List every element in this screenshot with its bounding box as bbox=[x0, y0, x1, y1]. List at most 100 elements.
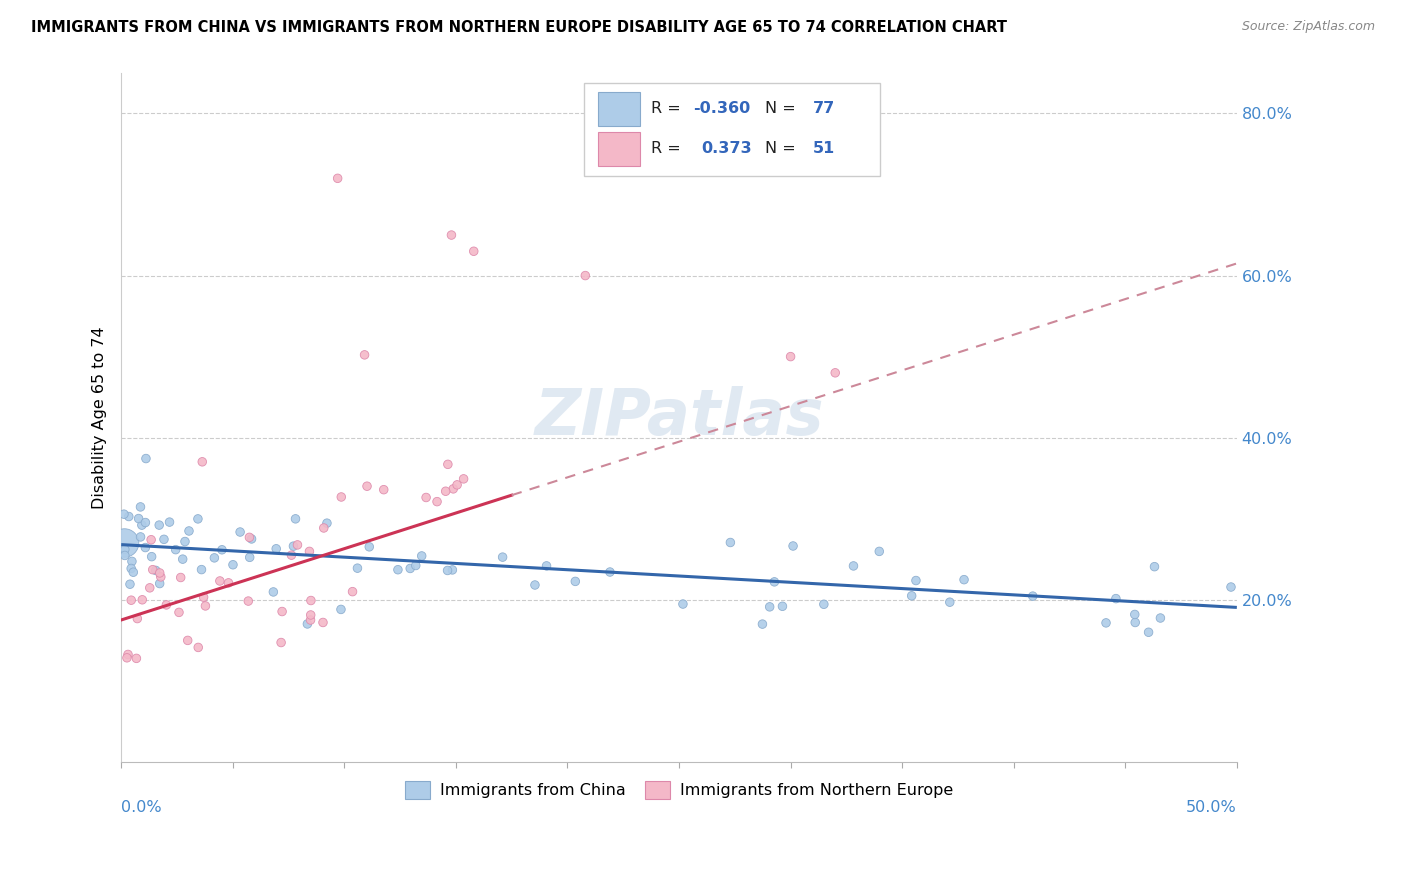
Text: N =: N = bbox=[765, 102, 801, 116]
Point bbox=[868, 544, 890, 558]
Point bbox=[177, 524, 200, 538]
Text: 0.0%: 0.0% bbox=[121, 799, 162, 814]
Point bbox=[202, 550, 225, 565]
Point bbox=[127, 611, 149, 625]
Point bbox=[772, 599, 794, 614]
Point bbox=[134, 541, 156, 555]
Point bbox=[564, 574, 586, 589]
Point bbox=[900, 589, 922, 603]
Point bbox=[523, 578, 546, 592]
FancyBboxPatch shape bbox=[585, 83, 880, 177]
Text: R =: R = bbox=[651, 141, 686, 156]
Point bbox=[574, 268, 596, 283]
Point bbox=[1149, 611, 1171, 625]
Text: R =: R = bbox=[651, 102, 686, 116]
Point bbox=[326, 171, 349, 186]
Point bbox=[316, 516, 339, 531]
Point bbox=[114, 542, 136, 557]
Point bbox=[299, 613, 322, 627]
Point bbox=[1123, 615, 1146, 630]
Point bbox=[1095, 615, 1118, 630]
Point bbox=[264, 541, 287, 556]
Point bbox=[1137, 625, 1160, 640]
Point bbox=[346, 561, 368, 575]
Point bbox=[1220, 580, 1243, 594]
Point bbox=[330, 602, 353, 616]
Point bbox=[411, 549, 433, 563]
Point bbox=[239, 550, 262, 565]
Point bbox=[142, 563, 165, 577]
Point bbox=[446, 478, 468, 492]
Point bbox=[194, 599, 217, 613]
Point bbox=[262, 585, 284, 599]
Point bbox=[135, 451, 157, 466]
Point bbox=[779, 350, 801, 364]
Point bbox=[139, 581, 162, 595]
Point bbox=[120, 561, 142, 575]
Point bbox=[824, 366, 846, 380]
Point bbox=[751, 617, 773, 632]
Point bbox=[939, 595, 962, 609]
Point bbox=[491, 550, 513, 565]
Point bbox=[149, 570, 172, 584]
Point bbox=[165, 542, 187, 557]
Point bbox=[453, 472, 475, 486]
Text: 50.0%: 50.0% bbox=[1187, 799, 1237, 814]
Text: 77: 77 bbox=[813, 102, 835, 116]
Point bbox=[441, 482, 464, 496]
Point bbox=[536, 558, 558, 573]
Text: -0.360: -0.360 bbox=[693, 102, 751, 116]
Point bbox=[112, 507, 135, 521]
Point bbox=[172, 552, 194, 566]
Point bbox=[1105, 591, 1128, 606]
Point bbox=[211, 542, 233, 557]
Point bbox=[437, 458, 460, 472]
Point bbox=[440, 228, 463, 243]
Point bbox=[782, 539, 804, 553]
Point bbox=[280, 548, 302, 562]
Point bbox=[117, 648, 139, 662]
Point bbox=[149, 576, 172, 591]
Point bbox=[114, 549, 136, 563]
Point bbox=[208, 574, 231, 588]
Text: 51: 51 bbox=[813, 141, 835, 156]
Point bbox=[287, 538, 309, 552]
FancyBboxPatch shape bbox=[598, 131, 640, 166]
Point bbox=[353, 348, 375, 362]
Point bbox=[813, 597, 835, 611]
Point bbox=[125, 651, 148, 665]
Legend: Immigrants from China, Immigrants from Northern Europe: Immigrants from China, Immigrants from N… bbox=[398, 774, 960, 805]
Point bbox=[298, 544, 321, 558]
Text: ZIPatlas: ZIPatlas bbox=[534, 386, 824, 449]
Point bbox=[218, 575, 240, 590]
Point bbox=[599, 565, 621, 579]
Text: IMMIGRANTS FROM CHINA VS IMMIGRANTS FROM NORTHERN EUROPE DISABILITY AGE 65 TO 74: IMMIGRANTS FROM CHINA VS IMMIGRANTS FROM… bbox=[31, 20, 1007, 35]
Point bbox=[342, 584, 364, 599]
Point bbox=[434, 484, 457, 499]
FancyBboxPatch shape bbox=[598, 92, 640, 126]
Y-axis label: Disability Age 65 to 74: Disability Age 65 to 74 bbox=[93, 326, 107, 508]
Point bbox=[415, 491, 437, 505]
Point bbox=[1022, 589, 1045, 603]
Point bbox=[463, 244, 485, 259]
Point bbox=[436, 564, 458, 578]
Point bbox=[356, 479, 378, 493]
Point bbox=[399, 561, 422, 575]
Point bbox=[148, 518, 170, 533]
Point bbox=[299, 593, 322, 607]
Point bbox=[330, 490, 353, 504]
Point bbox=[159, 515, 181, 529]
Point bbox=[191, 455, 214, 469]
Point bbox=[122, 565, 145, 579]
Point bbox=[405, 558, 427, 573]
Point bbox=[187, 512, 209, 526]
Point bbox=[193, 590, 215, 604]
Point bbox=[129, 530, 152, 544]
Point bbox=[128, 511, 150, 525]
Point bbox=[229, 524, 252, 539]
Point bbox=[131, 518, 153, 533]
Point bbox=[238, 594, 260, 608]
Point bbox=[129, 500, 152, 514]
Point bbox=[177, 633, 200, 648]
Point bbox=[359, 540, 381, 554]
